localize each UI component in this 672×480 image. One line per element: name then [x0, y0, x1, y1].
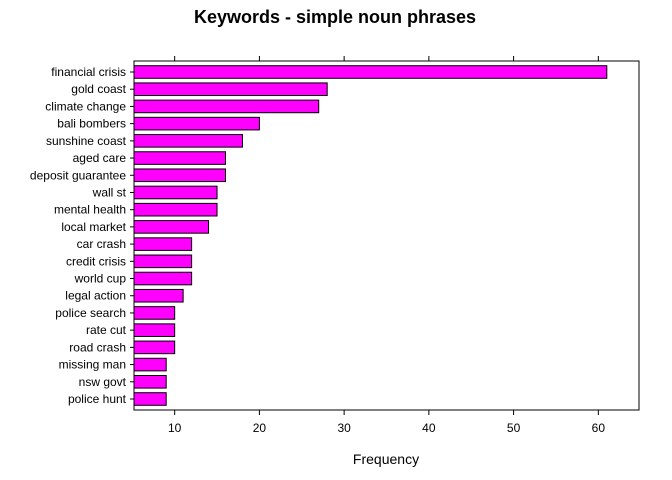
bars-group [133, 65, 608, 406]
bar [133, 357, 167, 372]
bar [133, 202, 218, 217]
bar [133, 65, 608, 79]
x-ticks-group: 10 20 30 40 50 60 [168, 56, 605, 435]
category-labels-group: financial crisis gold coast climate change… [30, 65, 134, 406]
category-label: local market [61, 220, 126, 234]
category-label: car crash [77, 237, 126, 251]
x-tick-label: 50 [507, 421, 521, 435]
bar [133, 340, 176, 355]
category-label: world cup [74, 272, 127, 286]
category-label: gold coast [71, 82, 126, 96]
bar [133, 82, 328, 97]
x-tick-label: 40 [422, 421, 436, 435]
bar [133, 220, 210, 234]
bar [133, 323, 176, 337]
bar [133, 306, 176, 320]
category-label: wall st [92, 185, 127, 199]
category-label: missing man [59, 358, 126, 372]
bar [133, 271, 193, 286]
category-label: road crash [69, 340, 126, 354]
x-axis-label: Frequency [353, 451, 419, 467]
bar [133, 288, 184, 303]
category-label: aged care [73, 151, 127, 165]
plot-frame [133, 60, 640, 411]
category-label: police hunt [68, 392, 127, 406]
bar [133, 374, 167, 389]
bar [133, 168, 227, 183]
x-tick-label: 60 [592, 421, 606, 435]
chart-title: Keywords - simple noun phrases [194, 7, 476, 27]
bar [133, 151, 227, 165]
category-label: rate cut [86, 323, 127, 337]
bar [133, 99, 320, 114]
bar [133, 392, 167, 406]
category-label: nsw govt [79, 375, 127, 389]
category-label: mental health [54, 203, 126, 217]
category-label: sunshine coast [46, 134, 127, 148]
bar [133, 116, 260, 131]
bar [133, 237, 193, 251]
category-label: credit crisis [66, 254, 126, 268]
x-tick-label: 10 [168, 421, 182, 435]
category-label: financial crisis [51, 65, 126, 79]
category-label: bali bombers [57, 117, 126, 131]
x-tick-label: 20 [253, 421, 267, 435]
x-tick-label: 30 [337, 421, 351, 435]
bar [133, 254, 193, 269]
category-label: climate change [45, 99, 126, 113]
bar [133, 134, 243, 148]
category-label: legal action [65, 289, 126, 303]
category-label: deposit guarantee [30, 168, 126, 182]
bar [133, 185, 218, 200]
category-label: police search [55, 306, 126, 320]
